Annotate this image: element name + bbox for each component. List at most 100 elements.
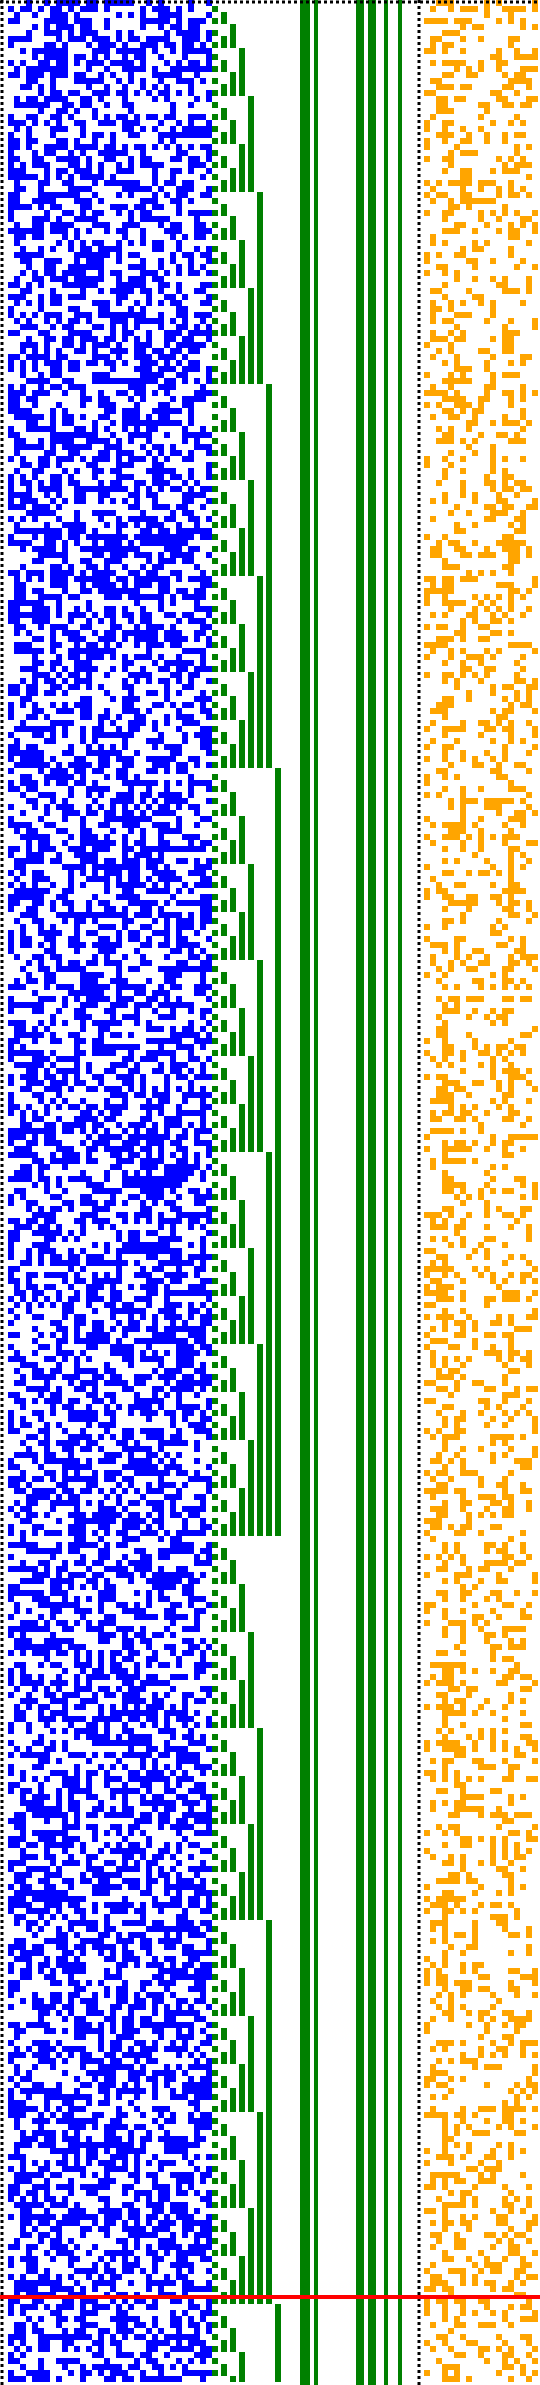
blue-cell [86,1734,110,1740]
blue-cell [44,1140,62,1146]
blue-cell [170,1416,176,1422]
blue-cell [128,1134,170,1140]
blue-cell [152,1632,164,1638]
blue-cell [8,786,20,792]
blue-cell [86,1344,98,1350]
blue-cell [32,1038,38,1044]
blue-cell [140,18,170,24]
blue-cell [176,192,188,198]
blue-cell [50,474,62,480]
blue-cell [116,252,122,258]
blue-cell [146,2304,158,2310]
blue-cell [170,1068,182,1074]
blue-cell [134,534,194,540]
blue-cell [146,2346,158,2352]
blue-cell [92,1038,104,1044]
counter-bit [212,630,218,636]
blue-cell [104,1992,110,1998]
blue-cell [68,174,74,180]
blue-cell [134,576,170,582]
counter-bit [212,1350,218,1356]
blue-cell [164,786,170,792]
blue-cell [92,1470,98,1476]
blue-cell [44,810,50,816]
counter-bit [230,2136,236,2160]
blue-cell [8,2022,20,2028]
blue-cell [104,690,110,696]
blue-cell [188,2076,194,2082]
blue-cell [14,468,20,474]
counter-bit [221,612,227,624]
counter-bit [239,1968,245,2016]
blue-cell [50,84,56,90]
blue-cell [134,552,152,558]
blue-cell [164,2064,170,2070]
counter-bit [221,1956,227,1968]
blue-cell [110,1296,122,1302]
blue-cell [164,432,170,438]
orange-cell [502,348,514,354]
orange-cell [424,1074,430,1080]
blue-cell [20,720,26,726]
blue-cell [26,318,32,324]
blue-cell [50,2244,68,2250]
orange-cell [466,444,472,450]
blue-cell [8,360,14,366]
blue-cell [122,666,128,672]
blue-cell [164,42,176,48]
blue-cell [164,30,170,36]
blue-cell [128,936,140,942]
blue-cell [80,342,86,348]
blue-cell [122,1632,128,1638]
orange-cell [526,696,532,702]
blue-cell [14,762,50,768]
green-stripe [384,0,388,2385]
blue-cell [32,876,50,882]
blue-cell [176,1656,182,1662]
orange-cell [460,1626,466,1632]
blue-cell [62,666,68,672]
blue-cell [110,1290,122,1296]
counter-bit [221,1428,227,1440]
blue-cell [8,2370,14,2376]
blue-cell [146,864,158,870]
blue-cell [194,1392,200,1398]
blue-cell [188,792,194,798]
blue-cell [80,24,92,30]
blue-cell [8,2298,20,2304]
blue-cell [86,2100,92,2106]
blue-cell [176,822,182,828]
orange-cell [484,1350,502,1356]
orange-cell [466,420,478,426]
blue-cell [110,1032,122,1038]
blue-cell [38,372,44,378]
blue-cell [98,2346,104,2352]
blue-cell [80,126,86,132]
blue-cell [80,732,86,738]
orange-cell [484,1248,490,1254]
blue-cell [26,786,38,792]
blue-cell [8,750,44,756]
blue-cell [152,1650,158,1656]
blue-cell [26,2244,38,2250]
blue-cell [188,2304,200,2310]
counter-bit [212,162,218,168]
blue-cell [164,1122,182,1128]
orange-cell [466,1518,472,1524]
orange-cell [484,1632,496,1638]
blue-cell [8,426,14,432]
blue-cell [86,1674,110,1680]
counter-bit [230,504,236,528]
blue-cell [50,2064,56,2070]
orange-cell [490,738,496,744]
blue-cell [74,498,86,504]
blue-cell [26,852,44,858]
blue-cell [68,1380,74,1386]
blue-cell [56,654,62,660]
blue-cell [80,1554,86,1560]
blue-cell [176,588,188,594]
blue-cell [32,2328,44,2334]
orange-cell [484,6,490,12]
blue-cell [20,2340,26,2346]
orange-cell [430,498,436,504]
